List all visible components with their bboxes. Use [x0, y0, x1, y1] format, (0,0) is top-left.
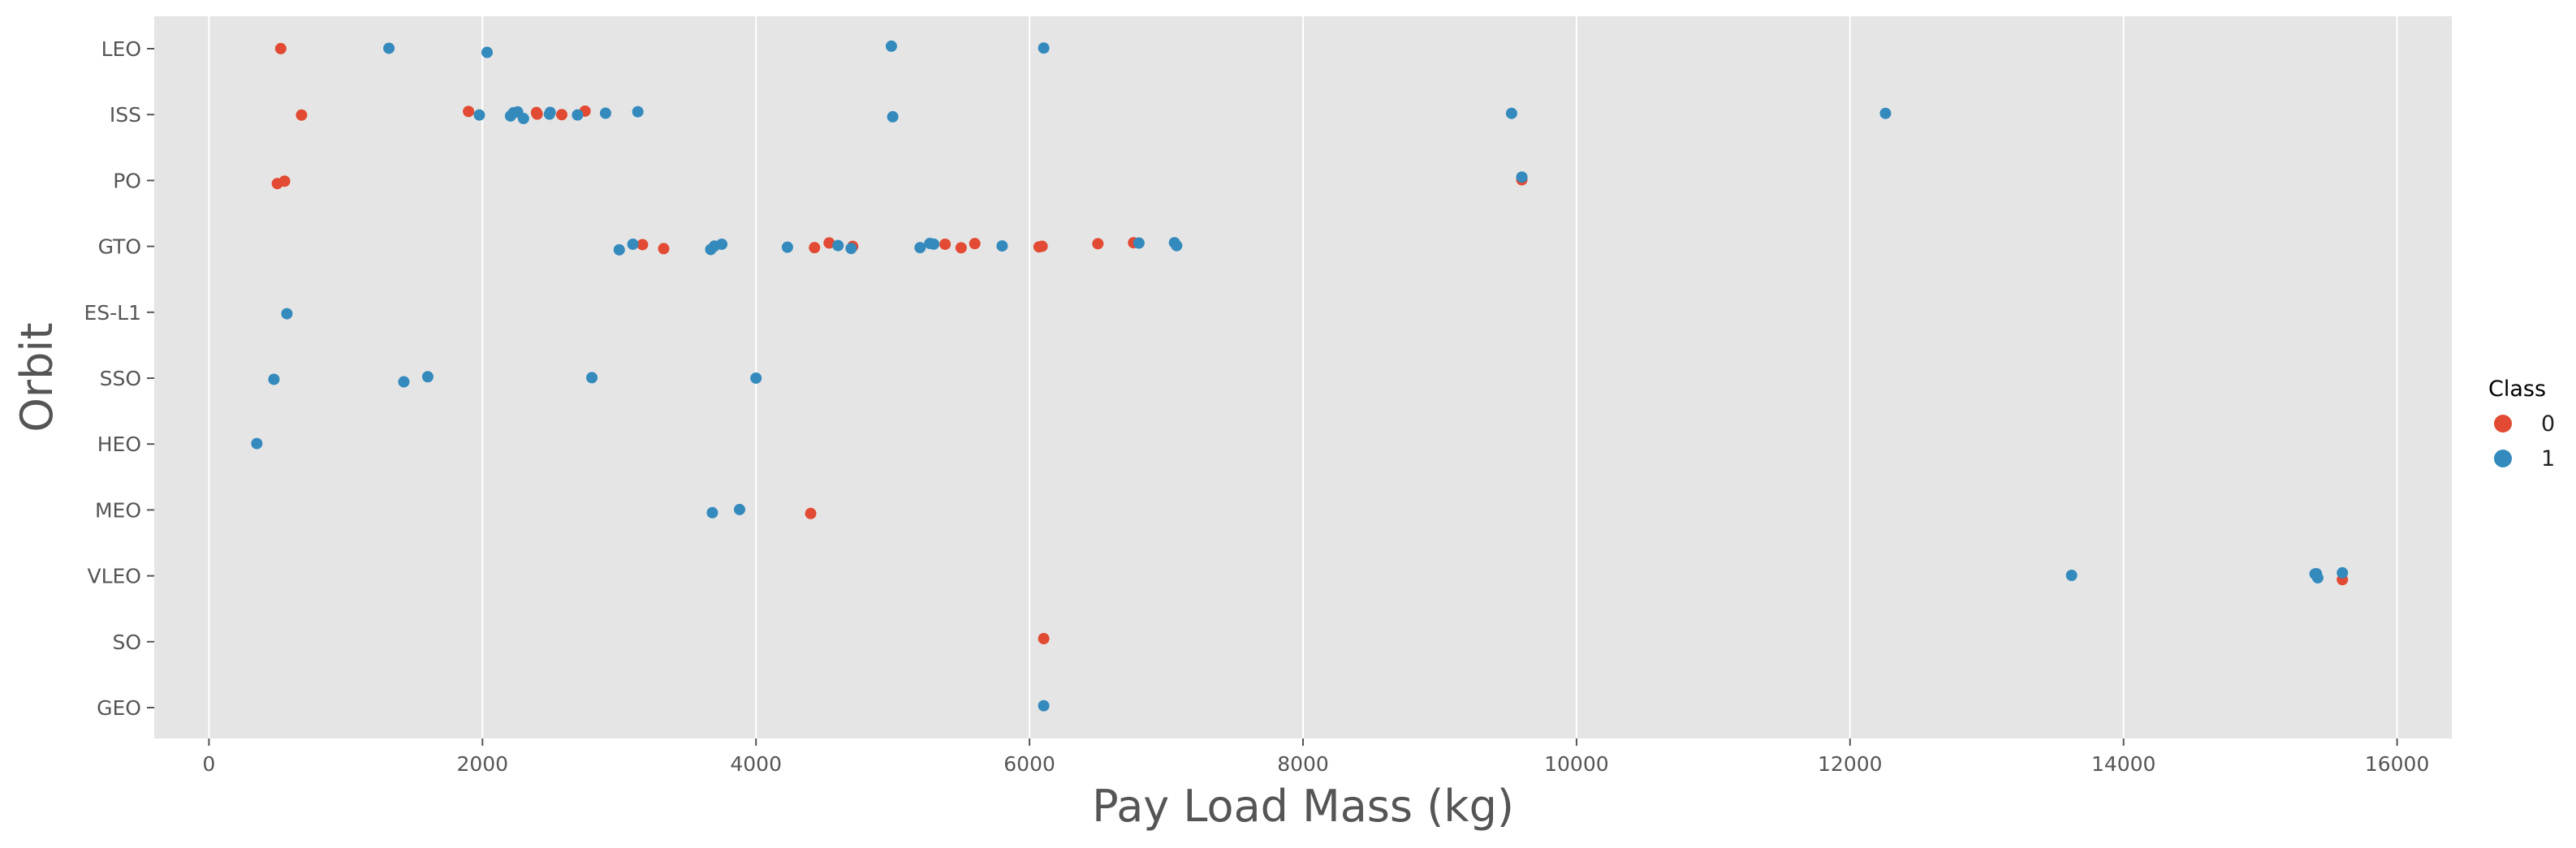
data-point — [481, 46, 494, 58]
legend-label-0: 0 — [2541, 411, 2555, 437]
data-point — [1516, 171, 1528, 183]
data-point — [613, 243, 625, 256]
y-axis-label: Orbit — [11, 322, 63, 432]
data-point — [586, 372, 598, 384]
data-point — [809, 242, 821, 254]
data-point — [1505, 107, 1517, 119]
data-point — [463, 105, 475, 118]
data-point — [2311, 572, 2324, 584]
data-point — [1038, 699, 1050, 712]
data-point — [823, 237, 835, 249]
data-point — [636, 239, 649, 251]
data-point — [1092, 238, 1104, 250]
data-point — [421, 371, 434, 383]
x-axis-label: Pay Load Mass (kg) — [1092, 781, 1514, 832]
data-point — [2337, 566, 2349, 579]
data-point — [1133, 237, 1145, 249]
data-point — [627, 238, 639, 250]
data-point — [955, 242, 967, 254]
x-tick-label: 8000 — [1277, 752, 1329, 776]
data-point — [274, 42, 287, 54]
y-tick-label: GEO — [97, 696, 141, 720]
data-point — [885, 40, 897, 52]
data-point — [2065, 569, 2078, 581]
legend: Class 0 1 — [2488, 377, 2555, 471]
data-point — [781, 241, 793, 253]
x-tick-label: 2000 — [456, 752, 508, 776]
data-point — [632, 105, 644, 118]
data-point — [251, 437, 263, 450]
data-point — [281, 308, 293, 320]
data-point — [733, 503, 745, 515]
x-tick-label: 16000 — [2365, 752, 2430, 776]
legend-label-1: 1 — [2541, 446, 2555, 471]
data-point — [572, 109, 584, 121]
data-point — [296, 109, 308, 121]
data-point — [1171, 239, 1183, 252]
data-point — [996, 240, 1008, 252]
data-point — [939, 238, 951, 250]
data-point — [1036, 240, 1048, 252]
data-point — [706, 506, 718, 519]
data-point — [750, 372, 762, 384]
x-tick-label: 6000 — [1003, 752, 1055, 776]
data-point — [914, 242, 926, 254]
x-axis-ticks: 0 2000 4000 6000 8000 10000 12000 14000 16000 — [202, 738, 2429, 776]
data-point — [969, 238, 981, 250]
data-point — [928, 238, 940, 250]
data-point — [473, 109, 485, 121]
data-point — [517, 113, 529, 125]
x-tick-label: 0 — [202, 752, 215, 776]
x-tick-label: 14000 — [2091, 752, 2156, 776]
data-point — [398, 376, 410, 388]
y-axis-ticks: LEO ISS PO GTO ES-L1 SSO HEO MEO VLEO SO GEO — [84, 37, 154, 720]
data-point — [544, 106, 556, 118]
data-point — [805, 507, 817, 519]
legend-marker-1 — [2494, 450, 2512, 467]
data-point — [832, 239, 844, 252]
data-point — [716, 238, 728, 250]
y-tick-label: SO — [112, 631, 141, 654]
data-point — [531, 108, 543, 120]
data-point — [887, 110, 899, 123]
y-tick-label: PO — [113, 169, 141, 192]
data-point — [555, 109, 567, 121]
data-point — [599, 107, 611, 119]
y-tick-label: GTO — [98, 235, 141, 259]
x-tick-label: 12000 — [1818, 752, 1883, 776]
data-point — [845, 243, 857, 255]
y-tick-label: LEO — [101, 37, 141, 61]
y-tick-label: VLEO — [87, 565, 141, 588]
y-tick-label: ES-L1 — [84, 301, 141, 325]
x-tick-label: 4000 — [730, 752, 782, 776]
y-tick-label: ISS — [110, 103, 141, 127]
data-point — [1879, 107, 1892, 119]
data-point — [658, 243, 670, 255]
data-point — [1038, 633, 1050, 645]
legend-title: Class — [2488, 377, 2546, 402]
data-point — [268, 373, 280, 385]
scatter-points — [251, 40, 2349, 712]
data-point — [278, 175, 291, 187]
data-point — [383, 42, 395, 54]
data-point — [1038, 42, 1050, 54]
y-tick-label: HEO — [97, 433, 141, 456]
legend-marker-0 — [2494, 415, 2512, 433]
y-tick-label: SSO — [100, 367, 141, 390]
y-tick-label: MEO — [95, 498, 141, 522]
x-tick-label: 10000 — [1544, 752, 1609, 776]
